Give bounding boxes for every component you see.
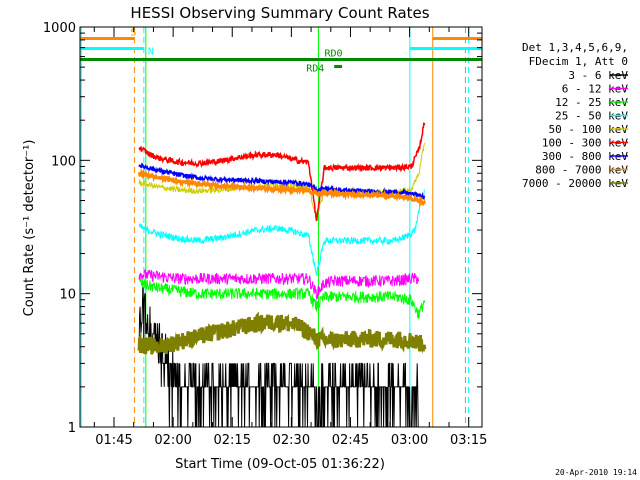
x-tick-label: 02:00 <box>154 433 191 448</box>
series-line-100-300-kev <box>138 122 426 222</box>
flag-label-N: N <box>148 46 154 57</box>
x-tick-label: 01:45 <box>95 433 132 448</box>
series-line-25-50-kev <box>138 189 425 276</box>
legend: Det 1,3,4,5,6,9, FDecim 1, Att 0 3 - 6 k… <box>522 41 628 190</box>
chart-title: HESSI Observing Summary Count Rates <box>130 4 429 22</box>
x-tick-label: 02:15 <box>214 433 251 448</box>
y-tick-label: 100 <box>51 154 76 169</box>
plot-clip-group <box>80 27 482 427</box>
y-tick-label: 1 <box>68 421 76 436</box>
x-axis-label: Start Time (09-Oct-05 01:36:22) <box>175 457 385 472</box>
axes: 1 10 100 1000 01:45 02:00 02:15 02:30 02:45 03:00… <box>43 21 488 448</box>
legend-entry-label: 12 - 25 keV <box>555 96 628 109</box>
legend-header-line-1: Det 1,3,4,5,6,9, <box>522 41 628 54</box>
legend-entry-label: 3 - 6 keV <box>568 69 628 82</box>
y-tick-label: 10 <box>59 288 76 303</box>
legend-entry-label: 800 - 7000 keV <box>535 164 628 177</box>
legend-entry-label: 25 - 50 keV <box>555 110 628 123</box>
flag-label-RD0: RD0 <box>324 49 342 60</box>
series-line-300-800-kev <box>138 162 426 201</box>
flag-label-RD4: RD4 <box>306 64 324 75</box>
x-tick-label: 03:15 <box>450 433 487 448</box>
x-tick-label: 02:45 <box>332 433 369 448</box>
legend-entry-label: 7000 - 20000 keV <box>522 177 628 190</box>
legend-entry-label: 6 - 12 keV <box>562 83 629 96</box>
series-line-12-25-kev <box>138 279 426 319</box>
y-axis-label: Count Rate (s⁻¹ detector⁻¹) <box>22 140 37 317</box>
series-line-800-7000-kev <box>137 168 426 208</box>
legend-entry-label: 100 - 300 keV <box>542 137 628 150</box>
series-line-6-12-kev <box>138 269 420 301</box>
x-tick-label: 03:00 <box>391 433 428 448</box>
legend-header-line-2: FDecim 1, Att 0 <box>529 55 628 68</box>
series-line-3-6-kev <box>138 283 419 427</box>
y-tick-label: 1000 <box>43 21 76 36</box>
series-line-7000-20000-kev <box>137 311 427 355</box>
legend-entry-label: 300 - 800 keV <box>542 150 628 163</box>
plot-frame <box>79 26 483 428</box>
legend-entry-label: 50 - 100 keV <box>549 123 629 136</box>
print-date-stamp: 20-Apr-2010 19:14 <box>555 468 637 477</box>
flag-label-S: S <box>130 27 136 38</box>
x-tick-label: 02:30 <box>273 433 310 448</box>
